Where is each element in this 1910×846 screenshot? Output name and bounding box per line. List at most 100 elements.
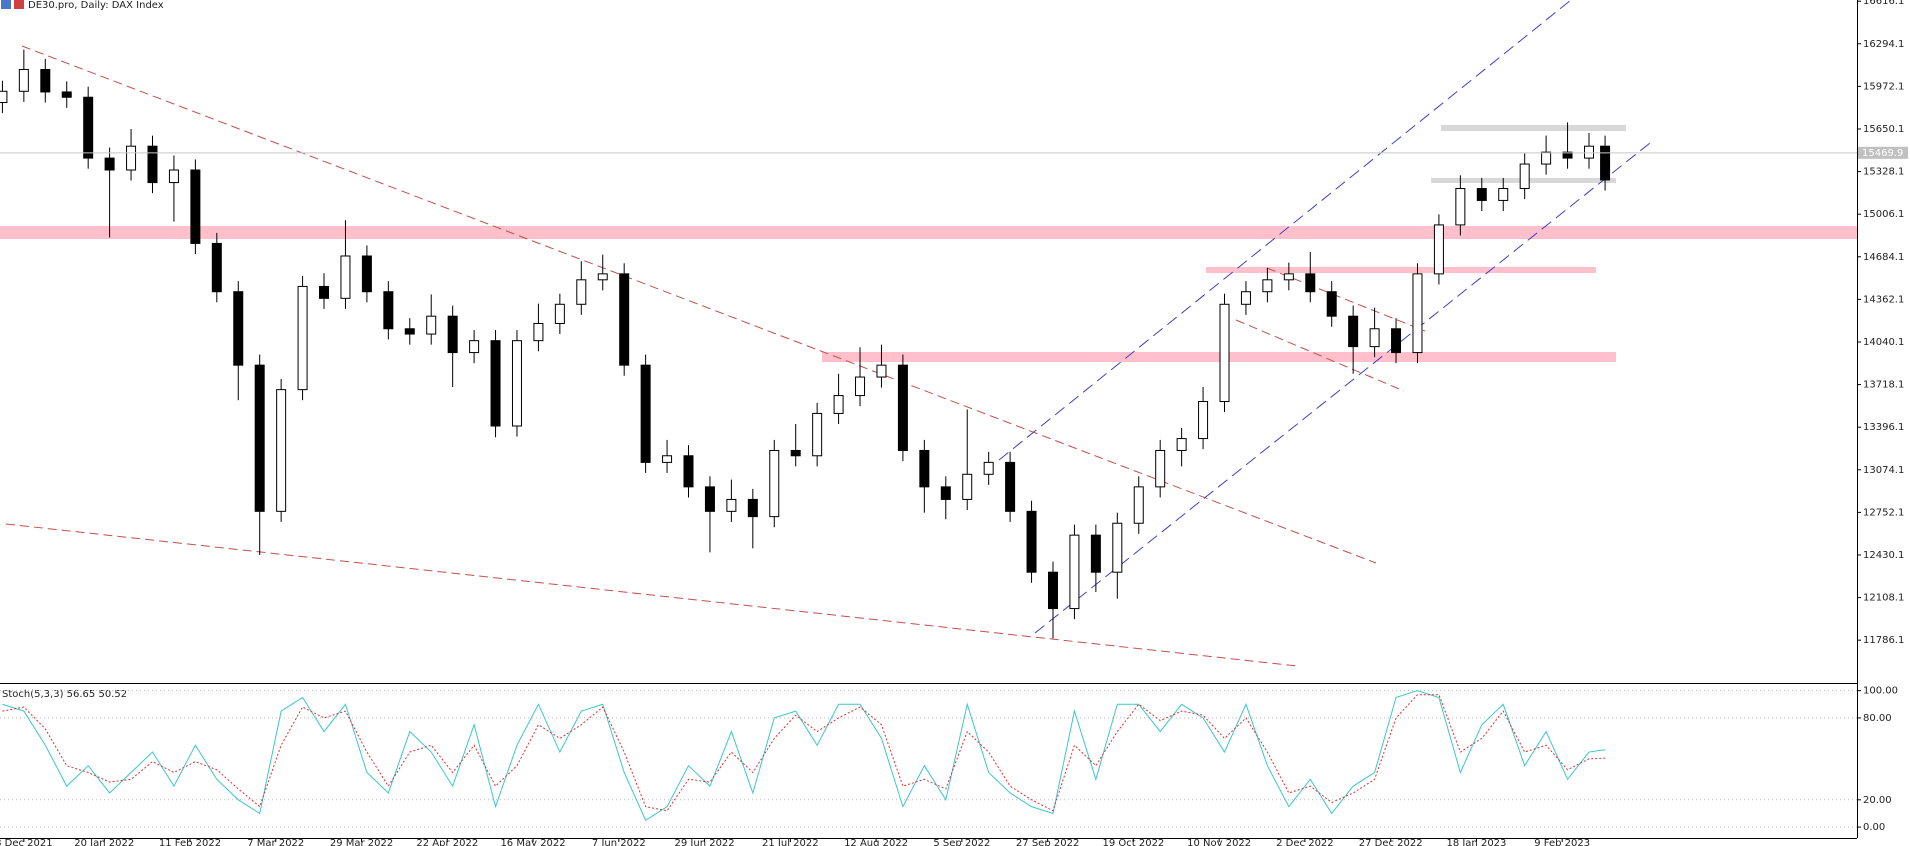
candle-body	[1305, 273, 1316, 293]
trendline	[21, 45, 1377, 564]
channel-line	[998, 0, 1572, 461]
chart-title: DE30.pro, Daily: DAX Index	[28, 0, 164, 11]
candle-body	[361, 255, 372, 293]
x-tick-label: 19 Oct 2022	[1102, 838, 1164, 846]
candle-body	[1005, 461, 1016, 512]
candle-body	[619, 273, 630, 366]
trendlines	[5, 45, 1426, 667]
x-tick-label: 29 Jun 2022	[675, 838, 735, 846]
candle-body	[1198, 401, 1209, 440]
candle-body	[18, 68, 29, 92]
candle-body	[940, 486, 951, 500]
x-tick-label: 10 Nov 2022	[1187, 838, 1251, 846]
candle-body	[726, 498, 737, 512]
candle-body	[297, 285, 308, 391]
candle-body	[1476, 188, 1487, 201]
candle-body	[447, 315, 458, 354]
y-tick-label: 13074.1	[1863, 465, 1904, 476]
candle-body	[983, 461, 994, 475]
candle-body	[576, 279, 587, 305]
candle-body	[1541, 151, 1552, 165]
x-tick-label: 16 May 2022	[500, 838, 565, 846]
candle-body	[1240, 291, 1251, 305]
candle-body	[876, 364, 887, 378]
candle-body	[83, 96, 94, 159]
support-zone	[822, 352, 1616, 362]
candle-body	[1455, 188, 1466, 226]
candle-body	[233, 291, 244, 366]
y-tick-label: 15650.1	[1863, 124, 1904, 135]
candle-body	[254, 364, 265, 512]
candle-body	[1112, 522, 1123, 573]
x-tick-label: 8 Dec 2021	[0, 838, 53, 846]
candle-body	[1283, 273, 1294, 281]
candle-body	[1262, 279, 1273, 293]
current-price-box	[1858, 146, 1908, 159]
candle-body	[426, 315, 437, 335]
candle-body	[104, 157, 115, 171]
y-tick-label: 15328.1	[1863, 167, 1904, 178]
icon[interactable]	[14, 0, 24, 9]
candle-body	[404, 328, 415, 335]
candle-body	[340, 255, 351, 299]
x-tick-label: 29 Mar 2022	[330, 838, 393, 846]
y-tick-label: 13718.1	[1863, 380, 1904, 391]
y-tick-label: 100.00	[1863, 686, 1898, 697]
y-tick-label: 20.00	[1863, 795, 1892, 806]
candle-body	[1433, 224, 1444, 275]
candle-body	[1155, 449, 1166, 488]
x-tick-label: 7 Mar 2022	[247, 838, 304, 846]
candle-body	[640, 364, 651, 463]
candle-body	[533, 322, 544, 342]
y-tick-label: 80.00	[1863, 713, 1892, 724]
candle-body	[1391, 328, 1402, 354]
candle-body	[1562, 151, 1573, 159]
x-tick-label: 12 Aug 2022	[844, 838, 908, 846]
x-tick-label: 11 Feb 2022	[159, 838, 221, 846]
candle-body	[897, 364, 908, 451]
candle-body	[1519, 163, 1530, 190]
candle-body	[1326, 291, 1337, 317]
candle-body	[1133, 486, 1144, 524]
y-tick-label: 12430.1	[1863, 550, 1904, 561]
x-tick-label: 20 Jan 2022	[74, 838, 134, 846]
channel	[998, 0, 1651, 634]
candle-body	[747, 498, 758, 518]
current-price-label: 15469.9	[1862, 148, 1903, 159]
candle-body	[190, 169, 201, 244]
trendline	[1235, 319, 1405, 392]
x-tick-label: 21 Jul 2022	[762, 838, 819, 846]
candle-body	[662, 455, 673, 463]
resistance-zone	[0, 226, 1857, 239]
candle-body	[1047, 571, 1058, 610]
candle-body	[147, 145, 158, 184]
candle-body	[1219, 303, 1230, 403]
indicator-title: Stoch(5,3,3) 56.65 50.52	[2, 689, 127, 700]
candle-body	[962, 473, 973, 500]
y-tick-label: 16294.1	[1863, 39, 1904, 50]
candle-body	[61, 91, 72, 98]
candle-body	[211, 242, 222, 293]
candle-body	[1069, 534, 1080, 610]
candle-body	[0, 90, 8, 104]
y-tick-label: 14040.1	[1863, 337, 1904, 348]
icon[interactable]	[1, 0, 11, 9]
candle-body	[1498, 188, 1509, 201]
y-tick-label: 14362.1	[1863, 294, 1904, 305]
y-tick-label: 12108.1	[1863, 593, 1904, 604]
y-tick-label: 11786.1	[1863, 635, 1904, 646]
candle-body	[1369, 328, 1380, 348]
candle-body	[1412, 273, 1423, 354]
indicator-line	[2, 690, 1606, 821]
resistance-zone	[1206, 267, 1596, 273]
y-tick-label: 14684.1	[1863, 252, 1904, 263]
range-zone	[1441, 125, 1626, 131]
candle-body	[319, 285, 330, 299]
candle-body	[126, 145, 137, 171]
x-tick-label: 2 Dec 2022	[1276, 838, 1334, 846]
x-tick-label: 18 Jan 2023	[1446, 838, 1506, 846]
candle-body	[855, 376, 866, 397]
candle-body	[554, 303, 565, 324]
candle-body	[769, 449, 780, 518]
